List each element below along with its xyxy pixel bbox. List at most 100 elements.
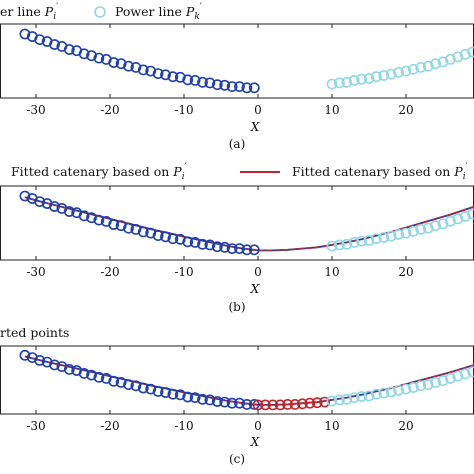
panel-c-series-2-point-10 <box>93 371 105 383</box>
panel-c-plot-area: -30 -20 -10 0 10 20 <box>0 345 474 433</box>
panel-b-series-2-point-17 <box>145 227 157 239</box>
panel-b-series-2-point-9 <box>86 212 97 224</box>
panel-b: -30 -20 -10 0 10 20 X (b) <box>0 185 474 314</box>
panel-c-series-4-point-18 <box>459 368 471 380</box>
panel-b-series-3-point-8 <box>385 230 397 242</box>
panel-c-series-3-point-8 <box>311 397 323 409</box>
panel-b-xlabel: X <box>250 282 260 296</box>
panel-c-series-3-point-0 <box>252 399 264 411</box>
panel-c-series-3-point-7 <box>304 397 316 409</box>
panel-b-series-2-point-23 <box>189 236 201 248</box>
panel-a-xtick-label-5: 20 <box>398 103 413 117</box>
panel-a-series-1-point-13 <box>422 60 434 72</box>
panel-b-series-2-point-6 <box>63 206 75 217</box>
panel-b-series-2-point-4 <box>49 201 60 212</box>
panel-c-series-4-point-6 <box>370 388 382 400</box>
legend-c: rted points <box>0 325 69 340</box>
panel-b-series-0-line <box>24 196 474 252</box>
panel-a-series-0-point-8 <box>78 48 90 60</box>
panel-a-xtick-label-1: -20 <box>100 103 119 117</box>
panel-b-series-3-point-16 <box>444 215 456 227</box>
panel-c-series-4-point-8 <box>385 386 397 398</box>
panel-c-series-3-point-1 <box>259 399 271 411</box>
panel-b-series-2-point-30 <box>241 244 253 256</box>
panel-c: -30 -20 -10 0 10 20 X (c) <box>0 345 474 466</box>
panel-c-series-2-point-29 <box>234 397 245 409</box>
panel-b-series-2-point-0 <box>19 190 31 202</box>
panel-a-series-1-point-19 <box>467 46 474 58</box>
panel-a-series-1-point-4 <box>356 73 367 85</box>
panel-b-series-3-point-1 <box>333 239 345 251</box>
panel-b-xtick-label-3: 0 <box>254 265 262 279</box>
panel-c-series-4-point-15 <box>437 375 449 387</box>
panel-a-series-0-point-18 <box>152 68 164 79</box>
panel-b-series-2-point-2 <box>34 196 46 207</box>
panel-c-series-2-point-28 <box>226 397 238 409</box>
panel-b-series-3-point-2 <box>341 238 353 250</box>
panel-b-series-3-point-14 <box>430 220 441 232</box>
panel-a-plot-area: -30 -20 -10 0 10 20 <box>0 23 474 117</box>
panel-a-series-0-point-19 <box>160 69 171 81</box>
panel-c-caption: (c) <box>229 452 245 466</box>
panel-a-series-1-point-3 <box>348 75 360 86</box>
panel-a-series-1-point-12 <box>415 62 427 73</box>
panel-c-series-2-point-14 <box>123 379 134 390</box>
panel-b-xtick-label-0: -30 <box>26 265 45 279</box>
panel-c-series-4-point-1 <box>333 394 345 406</box>
panel-c-series-2-point-31 <box>248 398 260 410</box>
panel-a-series-1-point-0 <box>326 78 338 90</box>
panel-b-series-3-point-4 <box>356 235 367 247</box>
legend-a-item-2-marker <box>94 6 106 18</box>
panel-a-series-1-point-9 <box>393 67 404 78</box>
panel-c-series-4-point-4 <box>356 391 367 402</box>
panel-b-xtick-label-4: 10 <box>324 265 339 279</box>
panel-a-series-1-point-16 <box>444 54 456 65</box>
panel-c-series-3-point-5 <box>289 398 301 410</box>
legend-a: er line Pi′ Power line Pk′ <box>0 2 203 22</box>
panel-a-series-1-point-15 <box>437 56 449 68</box>
panel-c-series-4-point-7 <box>378 387 390 399</box>
panel-c-xlabel: X <box>250 435 260 449</box>
panel-b-xtick-label-5: 20 <box>398 265 413 279</box>
panel-c-series-2-point-9 <box>86 369 97 381</box>
panel-a-series-0-point-23 <box>189 75 201 86</box>
panel-c-series-2-point-1 <box>26 352 38 363</box>
panel-c-series-4-point-0 <box>326 395 338 407</box>
panel-c-xtick-label-1: -20 <box>100 419 119 433</box>
panel-a-series-0-point-31 <box>248 82 260 94</box>
legend-b: Fitted catenary based on Pi′ Fitted cate… <box>11 162 469 182</box>
panel-a-series-0-point-21 <box>174 71 186 83</box>
panel-c-series-0-line <box>24 355 474 406</box>
legend-c-item-1-label: rted points <box>0 325 69 340</box>
panel-a-series-0-point-13 <box>115 58 127 70</box>
panel-a: -30 -20 -10 0 10 20 X (a) <box>0 23 474 151</box>
panel-b-series-3-point-18 <box>459 210 471 222</box>
panel-c-series-4-point-19 <box>467 366 474 378</box>
panel-a-series-0-point-16 <box>137 64 149 76</box>
panel-a-series-1-point-7 <box>378 70 390 81</box>
panel-c-series-3-point-2 <box>267 399 279 411</box>
panel-b-series-3-point-0 <box>326 240 338 252</box>
panel-b-xtick-label-1: -20 <box>100 265 119 279</box>
panel-c-series-4-point-12 <box>415 380 427 392</box>
panel-c-series-4-point-3 <box>348 392 360 403</box>
panel-b-series-3-point-15 <box>437 218 449 230</box>
panel-c-series-4-point-13 <box>422 379 434 390</box>
panel-a-series-1-point-18 <box>459 49 471 60</box>
panel-a-series-0-point-29 <box>234 81 245 92</box>
panel-a-series-0-point-28 <box>226 81 238 92</box>
panel-a-series-0-point-4 <box>49 39 60 50</box>
panel-c-series-2-point-24 <box>197 393 208 405</box>
panel-c-series-4-point-2 <box>341 393 353 405</box>
panel-c-series-4-point-9 <box>393 384 404 396</box>
panel-c-series-2-point-16 <box>137 382 149 394</box>
panel-a-series-1-point-14 <box>430 58 441 70</box>
panel-b-series-3-point-13 <box>422 222 434 234</box>
panel-a-xtick-label-0: -30 <box>26 103 45 117</box>
panel-a-series-0-point-20 <box>167 71 179 83</box>
panel-b-series-2-point-18 <box>152 230 164 241</box>
panel-b-series-2-point-19 <box>160 231 171 243</box>
panel-c-series-2-point-6 <box>63 363 75 375</box>
panel-c-series-4-point-16 <box>444 372 456 384</box>
